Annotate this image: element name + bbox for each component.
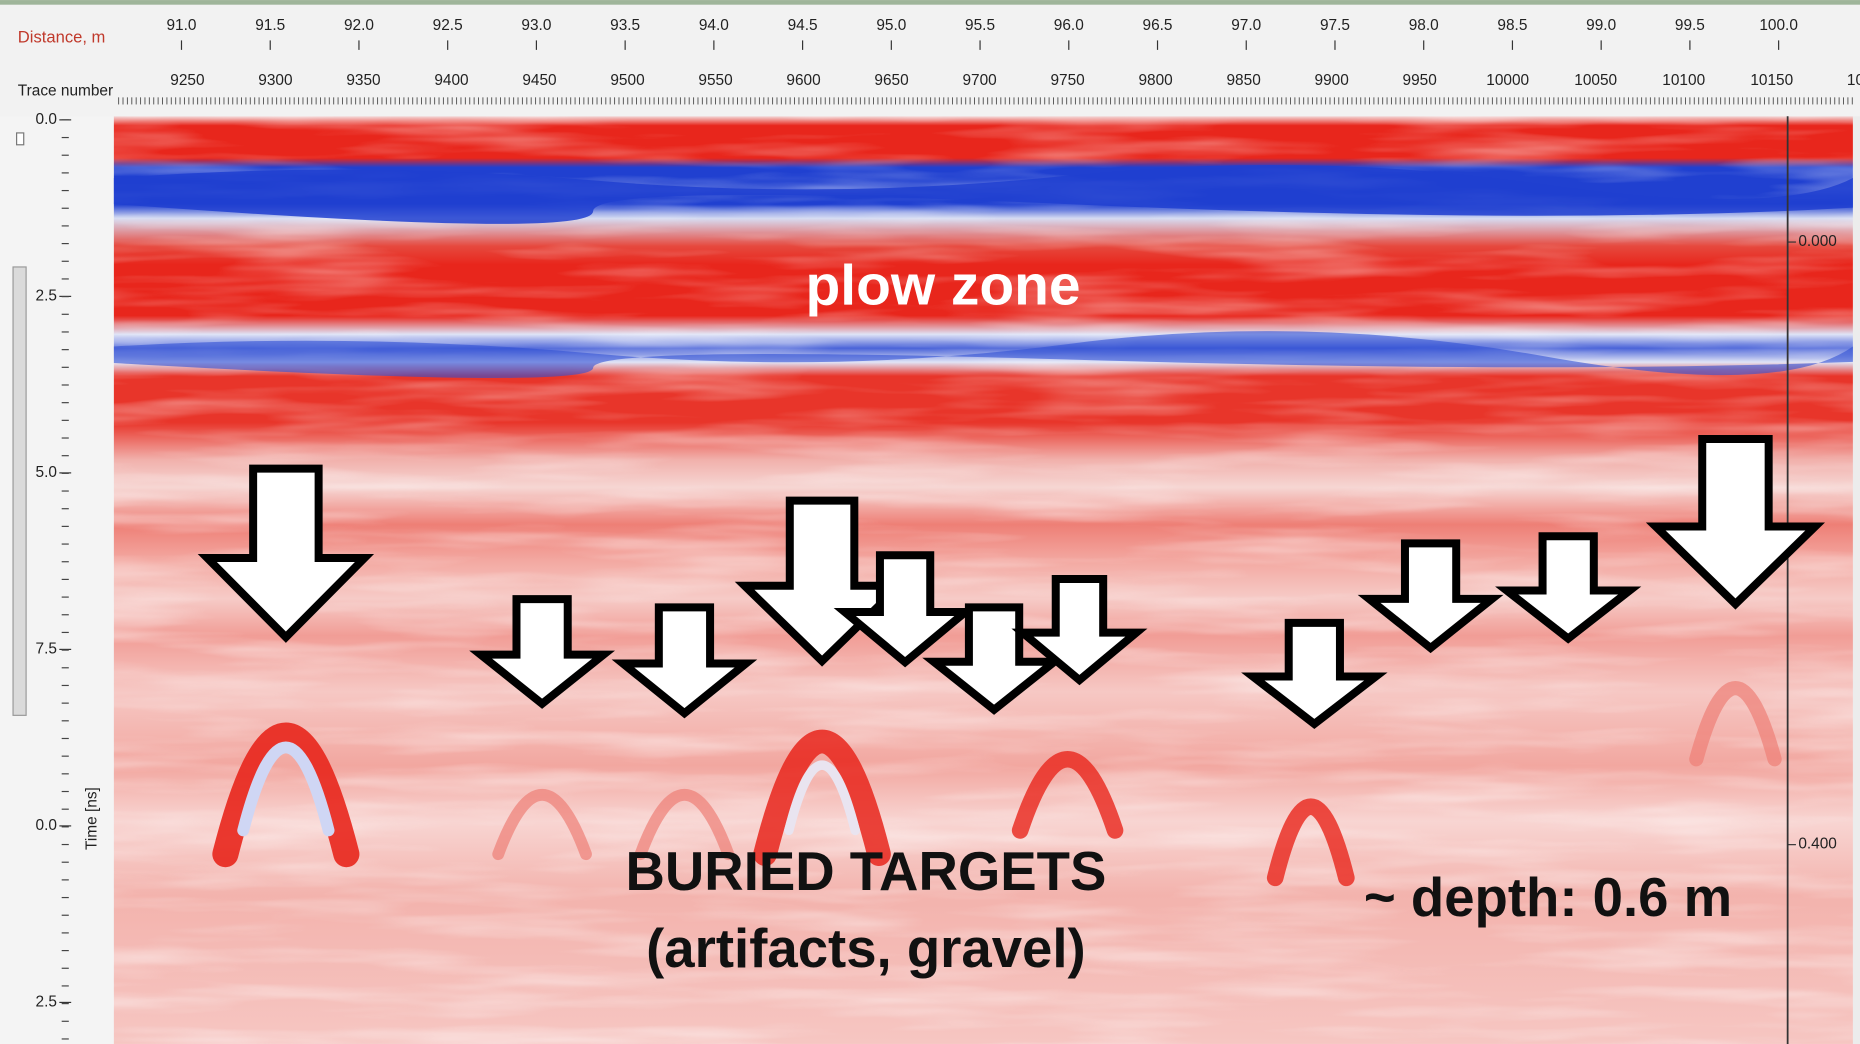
right-tick-label: 0.000 bbox=[1798, 233, 1837, 250]
distance-tick-label: 97.0 bbox=[1231, 17, 1261, 34]
distance-tick-label: 94.0 bbox=[699, 17, 729, 34]
time-tick-label: 0.0 bbox=[36, 817, 57, 834]
distance-tick-label: 98.0 bbox=[1409, 17, 1439, 34]
trace-tick-label: 9500 bbox=[610, 72, 644, 89]
distance-tick-label: 92.0 bbox=[344, 17, 374, 34]
distance-tick-label: 94.5 bbox=[788, 17, 818, 34]
trace-tick-label: 10000 bbox=[1486, 72, 1529, 89]
trace-tick-label: 10150 bbox=[1750, 72, 1793, 89]
distance-tick-label: 97.5 bbox=[1320, 17, 1350, 34]
radargram-window: plow zone BURIED TARGETS (artifacts, gra… bbox=[0, 0, 1860, 1044]
distance-tick-label: 91.5 bbox=[255, 17, 285, 34]
targets-title: BURIED TARGETS bbox=[626, 841, 1107, 902]
trace-tick-label: 10100 bbox=[1662, 72, 1705, 89]
distance-tick-label: 96.5 bbox=[1143, 17, 1173, 34]
slider-handle[interactable] bbox=[17, 133, 24, 145]
distance-tick-label: 100.0 bbox=[1759, 17, 1798, 34]
time-tick-label: 7.5 bbox=[36, 640, 57, 657]
trace-tick-label: 102 bbox=[1847, 72, 1860, 89]
distance-tick-label: 95.5 bbox=[965, 17, 995, 34]
time-tick-label: 2.5 bbox=[36, 993, 57, 1010]
trace-tick-label: 9650 bbox=[874, 72, 908, 89]
distance-tick-label: 98.5 bbox=[1497, 17, 1527, 34]
trace-tick-label: 9850 bbox=[1226, 72, 1260, 89]
trace-tick-label: 9750 bbox=[1050, 72, 1084, 89]
trace-tick-label: 9600 bbox=[786, 72, 820, 89]
trace-tick-label: 9250 bbox=[170, 72, 204, 89]
trace-tick-label: 9550 bbox=[698, 72, 732, 89]
plow-zone-label: plow zone bbox=[805, 254, 1080, 318]
time-tick-label: 2.5 bbox=[36, 287, 57, 304]
trace-tick-label: 9400 bbox=[434, 72, 468, 89]
targets-detail: (artifacts, gravel) bbox=[646, 918, 1086, 979]
trace-label: Trace number bbox=[18, 82, 113, 99]
trace-tick-label: 10050 bbox=[1574, 72, 1617, 89]
trace-tick-label: 9950 bbox=[1403, 72, 1437, 89]
distance-tick-label: 93.5 bbox=[610, 17, 640, 34]
trace-tick-label: 9350 bbox=[346, 72, 380, 89]
scroll-slider[interactable] bbox=[13, 267, 26, 715]
distance-tick-label: 99.5 bbox=[1675, 17, 1705, 34]
distance-tick-label: 99.0 bbox=[1586, 17, 1616, 34]
depth-label: ~ depth: 0.6 m bbox=[1364, 867, 1732, 928]
trace-tick-label: 9300 bbox=[258, 72, 292, 89]
distance-tick-label: 93.0 bbox=[521, 17, 551, 34]
trace-tick-label: 9700 bbox=[962, 72, 996, 89]
distance-tick-label: 92.5 bbox=[433, 17, 463, 34]
time-axis-label: Time [ns] bbox=[84, 787, 101, 850]
time-tick-label: 0.0 bbox=[36, 111, 57, 128]
trace-tick-label: 9900 bbox=[1315, 72, 1349, 89]
right-tick-label: 0.400 bbox=[1798, 836, 1837, 853]
trace-tick-label: 9450 bbox=[522, 72, 556, 89]
distance-tick-label: 91.0 bbox=[166, 17, 196, 34]
trace-tick-label: 9800 bbox=[1138, 72, 1172, 89]
time-tick-label: 5.0 bbox=[36, 464, 57, 481]
window-border bbox=[0, 0, 1860, 5]
distance-tick-label: 95.0 bbox=[876, 17, 906, 34]
distance-label: Distance, m bbox=[18, 27, 106, 46]
distance-tick-label: 96.0 bbox=[1054, 17, 1084, 34]
page: plow zone BURIED TARGETS (artifacts, gra… bbox=[0, 0, 1860, 1044]
